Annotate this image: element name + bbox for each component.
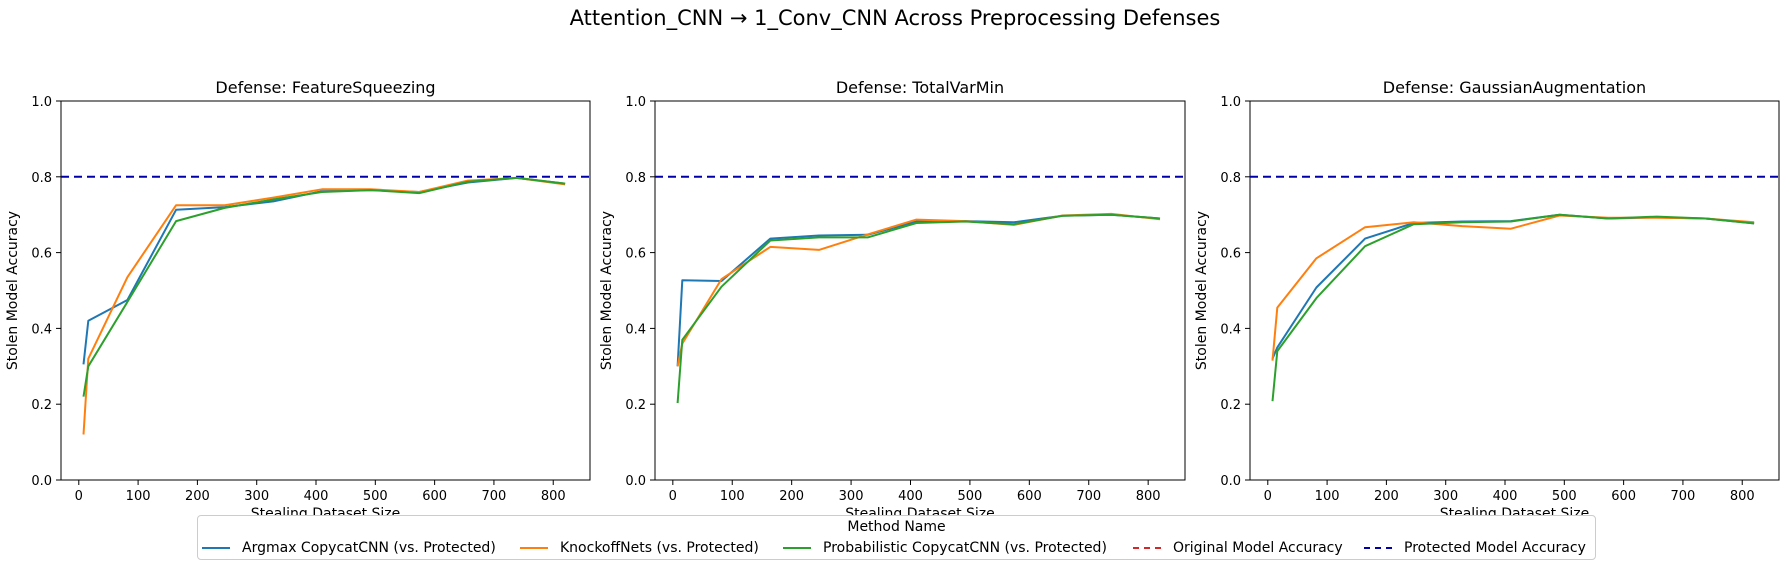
x-tick-label: 400 [898, 489, 923, 504]
x-tick-label: 0 [1264, 489, 1272, 504]
legend: Method Name Argmax CopycatCNN (vs. Prote… [197, 515, 1596, 560]
chart-panel-1: 0 100 200 300 400 500 600 700 800 0.0 0.2 0.4 0.6 0.8… [5, 78, 591, 522]
x-tick-label: 600 [422, 489, 447, 504]
x-tick-label: 600 [1611, 489, 1636, 504]
x-tick-label: 800 [1136, 489, 1161, 504]
series-line-argmax-copycatcnn-vs-protected [1271, 213, 1755, 360]
series-line-knockoffnets-vs-protected [82, 176, 566, 435]
series-line-probabilistic-copycatcnn-vs-protected [82, 176, 566, 397]
panel-title: Defense: FeatureSqueezing [215, 78, 435, 97]
x-tick-label: 500 [957, 489, 982, 504]
y-tick-label: 0.0 [1220, 474, 1241, 489]
x-tick-label: 600 [1017, 489, 1042, 504]
y-axis-label: Stolen Model Accuracy [5, 211, 21, 370]
x-tick-label: 700 [482, 489, 507, 504]
y-tick-label: 0.2 [1220, 398, 1241, 413]
legend-label: Original Model Accuracy [1173, 540, 1343, 556]
x-tick-label: 300 [839, 489, 864, 504]
series-line-knockoffnets-vs-protected [676, 212, 1161, 367]
x-tick-label: 100 [126, 489, 151, 504]
x-tick-label: 200 [1374, 489, 1399, 504]
x-tick-label: 300 [244, 489, 269, 504]
y-tick-label: 0.8 [625, 171, 646, 186]
legend-swatch [783, 547, 811, 549]
plot-frame [1249, 100, 1780, 481]
y-tick-label: 1.0 [625, 95, 646, 110]
x-tick-label: 500 [363, 489, 388, 504]
y-tick-label: 0.6 [31, 247, 52, 262]
y-tick-label: 0.4 [31, 322, 52, 337]
panel-title: Defense: TotalVarMin [836, 78, 1004, 97]
legend-item-original-model-accuracy: Original Model Accuracy [1133, 539, 1343, 557]
y-tick-label: 0.2 [31, 398, 52, 413]
legend-item-probabilistic-copycatcnn: Probabilistic CopycatCNN (vs. Protected) [783, 539, 1107, 557]
x-tick-label: 500 [1552, 489, 1577, 504]
chart-panel-3: 0 100 200 300 400 500 600 700 800 0.0 0.2 0.4 0.6 0.8… [1194, 78, 1780, 522]
legend-swatch [1364, 547, 1392, 549]
x-tick-label: 400 [304, 489, 329, 504]
x-tick-label: 300 [1433, 489, 1458, 504]
legend-item-knockoffnets: KnockoffNets (vs. Protected) [520, 539, 759, 557]
panel-title: Defense: GaussianAugmentation [1383, 78, 1646, 97]
legend-label: Protected Model Accuracy [1404, 540, 1586, 556]
y-axis-label: Stolen Model Accuracy [599, 211, 615, 370]
series-line-argmax-copycatcnn-vs-protected [82, 176, 566, 365]
legend-swatch [1133, 547, 1161, 549]
x-tick-label: 100 [720, 489, 745, 504]
plot-frame [654, 100, 1186, 481]
figure-title: Attention_CNN → 1_Conv_CNN Across Prepro… [569, 6, 1221, 30]
plot-frame [60, 100, 591, 481]
x-tick-label: 700 [1076, 489, 1101, 504]
legend-label: Argmax CopycatCNN (vs. Protected) [242, 540, 496, 556]
legend-label: Probabilistic CopycatCNN (vs. Protected) [823, 540, 1107, 556]
legend-swatch [202, 547, 230, 549]
y-tick-label: 0.0 [625, 474, 646, 489]
series-line-argmax-copycatcnn-vs-protected [676, 213, 1161, 367]
y-tick-label: 0.6 [625, 247, 646, 262]
x-tick-label: 700 [1671, 489, 1696, 504]
chart-panel-2: 0 100 200 300 400 500 600 700 800 0.0 0.2 0.4 0.6 0.8… [599, 78, 1186, 522]
y-tick-label: 0.8 [1220, 171, 1241, 186]
series-line-knockoffnets-vs-protected [1271, 214, 1755, 361]
x-tick-label: 400 [1493, 489, 1518, 504]
y-tick-label: 0.8 [31, 171, 52, 186]
x-tick-label: 200 [779, 489, 804, 504]
series-line-probabilistic-copycatcnn-vs-protected [676, 213, 1161, 404]
y-axis-label: Stolen Model Accuracy [1194, 211, 1210, 370]
y-tick-label: 1.0 [31, 95, 52, 110]
series-line-probabilistic-copycatcnn-vs-protected [1271, 213, 1755, 402]
y-tick-label: 0.2 [625, 398, 646, 413]
x-tick-label: 0 [75, 489, 83, 504]
x-tick-label: 800 [541, 489, 566, 504]
x-tick-label: 0 [669, 489, 677, 504]
y-tick-label: 1.0 [1220, 95, 1241, 110]
legend-item-argmax-copycatcnn: Argmax CopycatCNN (vs. Protected) [202, 539, 496, 557]
y-tick-label: 0.0 [31, 474, 52, 489]
x-tick-label: 100 [1315, 489, 1340, 504]
legend-label: KnockoffNets (vs. Protected) [560, 540, 759, 556]
y-tick-label: 0.4 [625, 322, 646, 337]
x-tick-label: 800 [1730, 489, 1755, 504]
legend-item-protected-model-accuracy: Protected Model Accuracy [1364, 539, 1586, 557]
x-tick-label: 200 [185, 489, 210, 504]
legend-title: Method Name [847, 519, 946, 535]
y-tick-label: 0.6 [1220, 247, 1241, 262]
legend-swatch [520, 547, 548, 549]
y-tick-label: 0.4 [1220, 322, 1241, 337]
